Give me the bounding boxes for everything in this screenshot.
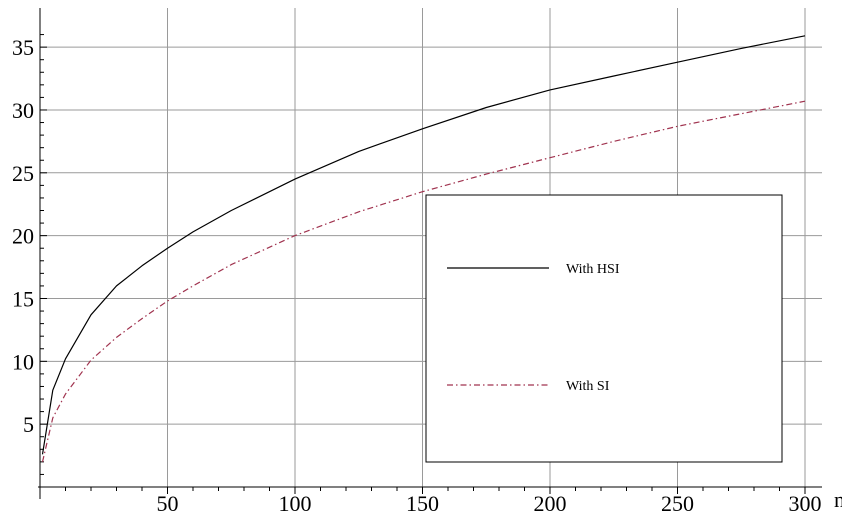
y-tick-label: 35	[12, 35, 34, 60]
x-tick-label: 50	[157, 491, 179, 516]
series-line-2	[41, 100, 806, 463]
y-tick-label: 25	[12, 161, 34, 186]
axes	[38, 8, 822, 499]
x-tick-label: 100	[279, 491, 312, 516]
x-axis-label: n	[834, 487, 842, 512]
x-tick-label: 300	[789, 491, 822, 516]
legend-label-1: With HSI	[566, 262, 620, 277]
series-lines	[41, 35, 806, 463]
legend-label-2: With SI	[566, 379, 610, 394]
series-line-1	[41, 35, 806, 455]
x-tick-label: 150	[406, 491, 439, 516]
tick-marks	[40, 34, 806, 494]
y-tick-label: 15	[12, 286, 34, 311]
tick-labels: 50 100 150 200 250 300 5 10 15 20 25 30 35	[12, 35, 822, 516]
legend: With HSI With SI	[425, 194, 783, 463]
y-tick-label: 5	[23, 412, 34, 437]
legend-box	[425, 194, 783, 463]
x-tick-label: 200	[534, 491, 567, 516]
y-tick-label: 10	[12, 349, 34, 374]
y-tick-label: 20	[12, 224, 34, 249]
y-tick-label: 30	[12, 98, 34, 123]
x-tick-label: 250	[661, 491, 694, 516]
